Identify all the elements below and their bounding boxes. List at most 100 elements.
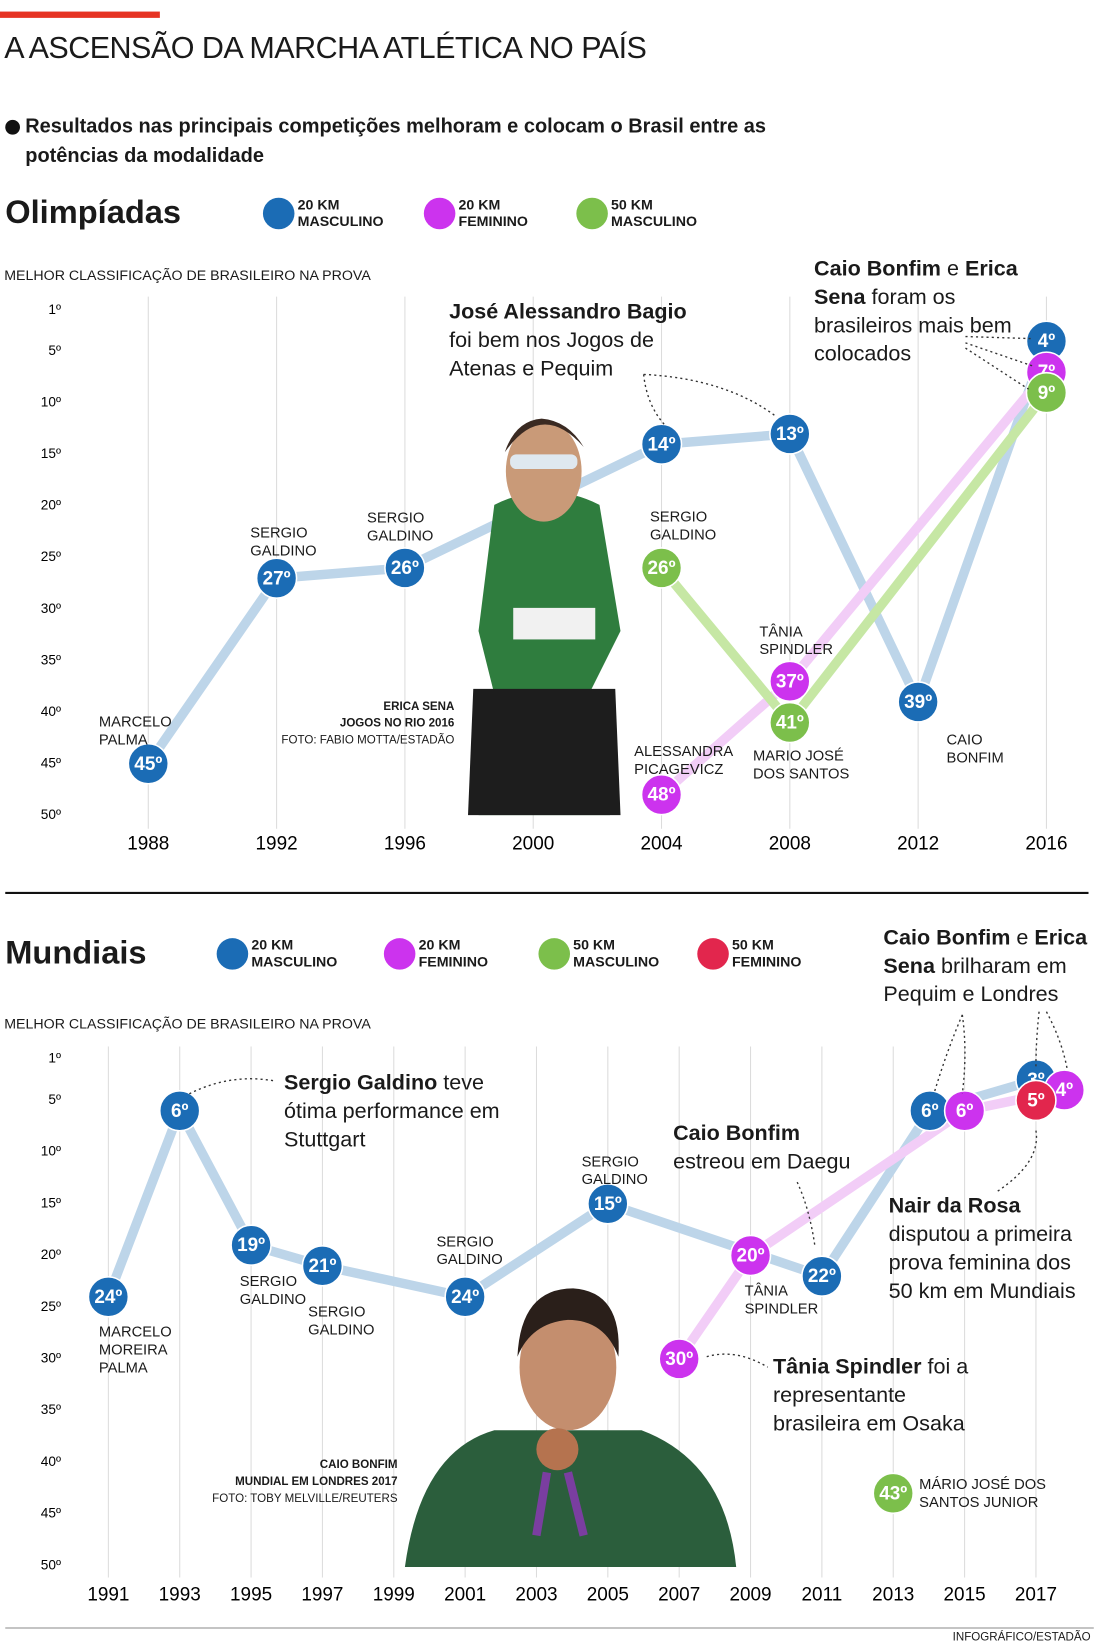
data-label: 5º [1027, 1090, 1045, 1111]
point-label-line: SERGIO [250, 523, 308, 541]
point-label-line: MARIO JOSÉ [753, 746, 844, 764]
leader-line [189, 1078, 276, 1095]
y-tick-label: 50º [41, 807, 61, 822]
leader-line [961, 1014, 966, 1094]
point-label-line: TÂNIA [744, 1282, 788, 1299]
data-point [1025, 371, 1068, 414]
series-line [675, 1085, 1066, 1362]
page-subtitle: Resultados nas principais competições me… [25, 115, 766, 168]
data-label: 41º [776, 713, 804, 734]
y-tick-label: 45º [41, 1506, 61, 1521]
callout-text: disputou a primeira prova feminina dos 5… [888, 1193, 1079, 1304]
y-tick-label: 35º [41, 652, 61, 667]
point-label: MARCELO PALMA [99, 713, 172, 749]
x-tick-label: 2001 [444, 1584, 486, 1605]
legend-marker [423, 197, 456, 230]
y-tick-label: 1º [48, 302, 61, 317]
photo [404, 1288, 737, 1568]
data-label: 19º [237, 1235, 265, 1256]
point-label-line: PALMA [98, 1358, 148, 1376]
callout-text: foi bem nos Jogos de Atenas e Pequim [449, 299, 693, 381]
point-label: TÂNIA SPINDLER [759, 623, 833, 659]
legend-label: 50 KM FEMININO [731, 937, 802, 970]
point-label-line: MOREIRA [98, 1340, 168, 1358]
leader-line [965, 347, 1029, 390]
data-point [87, 1276, 130, 1318]
data-label: 15º [594, 1194, 622, 1215]
callout-text: foi a representante brasileira em Osaka [772, 1354, 975, 1436]
data-label: 22º [808, 1266, 836, 1287]
photo-shape [519, 1304, 617, 1431]
point-label-line: CAIO [946, 730, 983, 748]
callout-text: foram os brasileiros mais bem colocados [814, 285, 1018, 366]
photo-caption-line: ERICA SENA [383, 700, 455, 714]
data-point [729, 1234, 772, 1277]
data-point [587, 1183, 629, 1225]
legend-marker [576, 197, 608, 230]
data-point [158, 1089, 201, 1132]
data-label: 9º [1038, 383, 1056, 404]
data-label: 27º [263, 568, 291, 589]
point-label-line: GALDINO [649, 525, 717, 543]
data-label: 13º [776, 424, 804, 445]
data-point [943, 1089, 986, 1132]
x-tick-label: 2016 [1025, 834, 1067, 855]
point-label: SERGIO GALDINO [367, 509, 433, 545]
point-label-line: GALDINO [239, 1290, 307, 1308]
data-label: 45º [134, 754, 162, 775]
x-tick-label: 2011 [802, 1584, 843, 1605]
point-label-line: GALDINO [581, 1170, 648, 1188]
leader-line [996, 1130, 1038, 1193]
y-axis-label: MELHOR CLASSIFICAÇÃO DE BRASILEIRO NA PR… [4, 1015, 371, 1032]
data-label: 4º [1056, 1080, 1074, 1101]
legend-label: 20 KM FEMININO [458, 196, 528, 230]
x-tick-label: 1993 [159, 1584, 201, 1605]
data-label: 6º [956, 1101, 974, 1122]
legend-marker [383, 938, 416, 970]
chart-title: Olimpíadas [5, 193, 182, 231]
callout-text: Tânia Spindler [772, 1354, 922, 1379]
data-label: 26º [648, 558, 676, 579]
y-tick-label: 25º [41, 1299, 61, 1314]
y-tick-label: 45º [41, 755, 61, 770]
photo-caption-line: CAIO BONFIM [319, 1458, 398, 1472]
x-tick-label: 2005 [587, 1584, 629, 1605]
point-label: SERGIO GALDINO [240, 1273, 306, 1309]
data-point [658, 1338, 700, 1380]
point-label: TÂNIA SPINDLER [745, 1282, 819, 1318]
point-label: MARIO JOSÉ DOS SANTOS [753, 747, 849, 783]
photo-shape [517, 1288, 619, 1357]
data-label: 14º [648, 434, 676, 455]
point-label-line: ALESSANDRA [634, 742, 734, 760]
callout-text: Sergio Galdino [283, 1070, 438, 1095]
photo-shape [513, 607, 596, 640]
y-tick-label: 10º [41, 1144, 61, 1159]
data-label: 24º [451, 1287, 479, 1308]
point-label-line: SPINDLER [759, 640, 833, 658]
data-point [255, 557, 298, 599]
photo-caption-line: MUNDIAL EM LONDRES 2017 [235, 1475, 398, 1489]
y-tick-label: 1º [48, 1051, 61, 1066]
point-label: SERGIO GALDINO [250, 524, 316, 560]
data-label: 30º [665, 1349, 693, 1370]
data-label: 20º [737, 1246, 765, 1267]
callout: Caio Bonfim estreou em Daegu [673, 1119, 873, 1176]
x-tick-label: 2008 [769, 834, 811, 855]
x-tick-label: 2015 [944, 1584, 986, 1605]
y-tick-label: 50º [41, 1557, 61, 1572]
point-label: SERGIO GALDINO [650, 508, 716, 544]
data-point [384, 547, 426, 589]
photo-shape [510, 454, 578, 470]
data-label: 37º [776, 671, 804, 692]
callout: Sergio Galdino teve ótima performance em… [284, 1069, 505, 1154]
callout: José Alessandro Bagio foi bem nos Jogos … [449, 298, 707, 383]
data-label: 26º [391, 558, 419, 579]
data-point [769, 660, 811, 703]
data-label: 21º [308, 1256, 336, 1277]
legend-label: 20 KM MASCULINO [297, 196, 384, 230]
leader-line [706, 1353, 769, 1368]
bullet [5, 119, 20, 135]
legend-marker [697, 938, 729, 970]
legend-label: 20 KM MASCULINO [251, 937, 338, 970]
